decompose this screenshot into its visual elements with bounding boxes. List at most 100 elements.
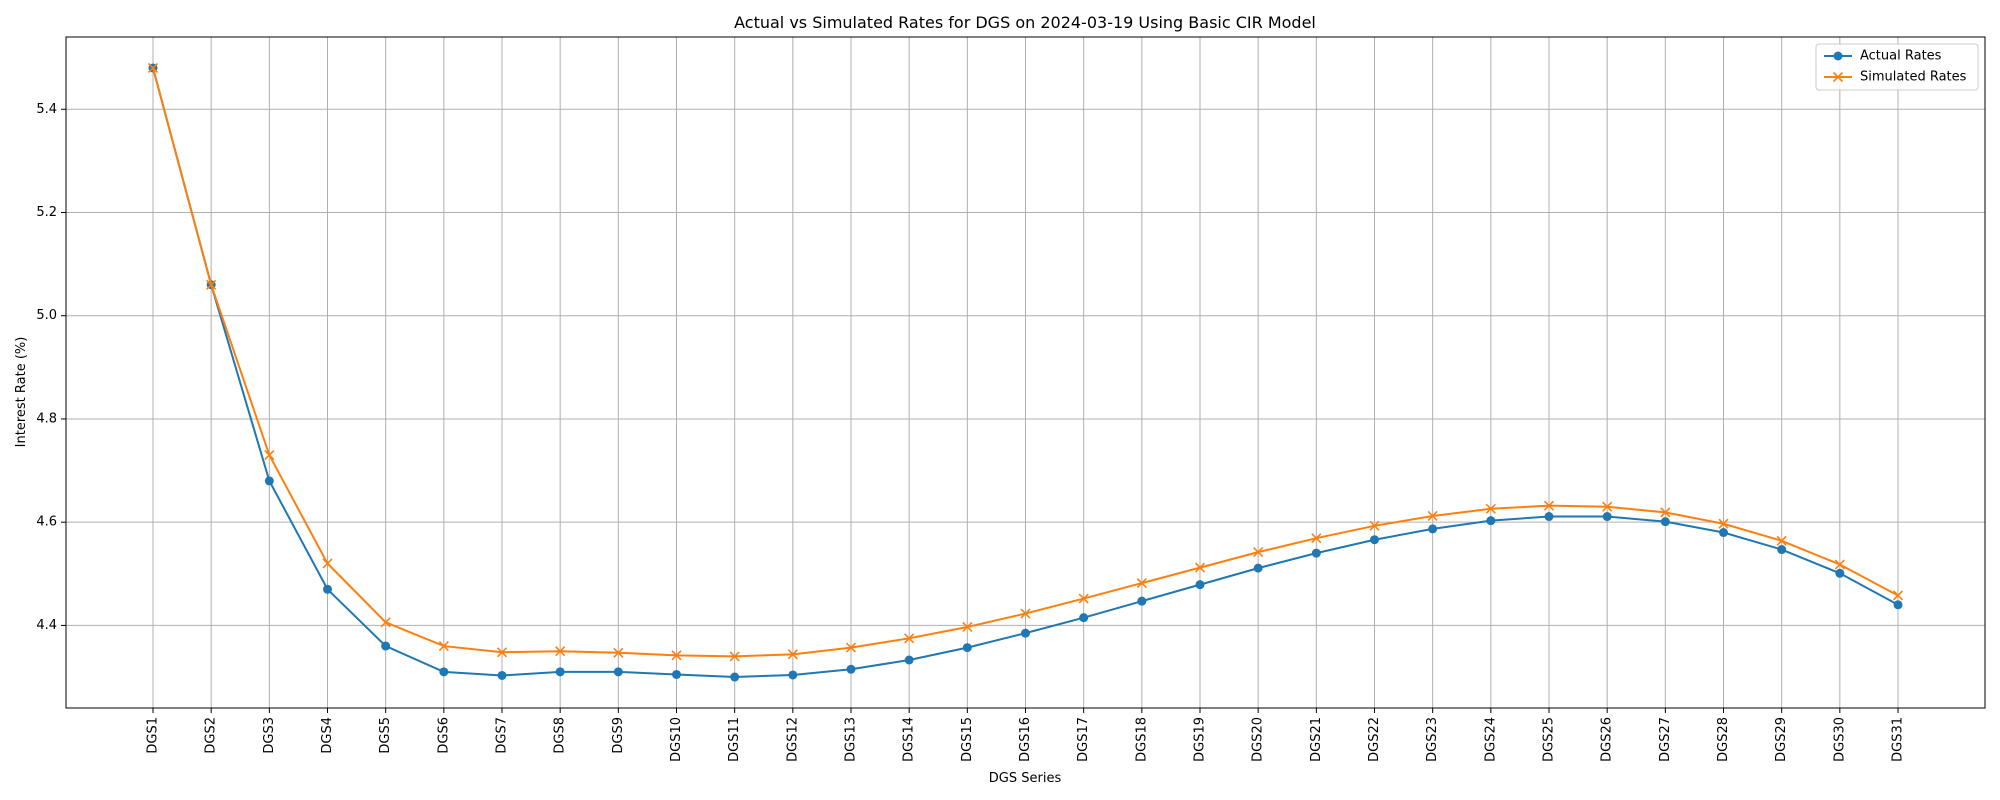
data-point [496,647,508,658]
series-layer [147,62,1904,682]
x-tick-label: DGS26 [1600,717,1615,762]
data-point [846,664,856,674]
data-point [381,641,391,651]
data-point [788,670,798,680]
data-point [1428,524,1438,534]
data-point [1777,545,1787,555]
data-point [787,649,798,660]
x-tick-label: DGS10 [669,717,684,762]
data-point [1892,590,1904,601]
data-point [1485,503,1496,514]
x-tick-label: DGS1 [146,717,161,754]
x-tick-label: DGS2 [204,717,219,754]
x-tick-label: DGS23 [1425,717,1440,762]
data-point [1660,517,1670,527]
data-point [904,655,914,665]
x-tick-label: DGS22 [1367,717,1382,762]
x-tick-label: DGS19 [1193,717,1208,762]
data-point [438,640,449,652]
x-tick-label: DGS13 [844,717,859,762]
data-point [1079,613,1089,623]
x-tick-label: DGS18 [1134,717,1149,762]
data-point [962,621,973,633]
x-tick-label: DGS28 [1716,717,1731,762]
data-point [555,667,565,677]
legend: Actual Rates Simulated Rates [1815,43,1979,91]
data-point [147,62,159,74]
series-2 [147,62,1904,662]
data-point [1253,563,1263,573]
data-point [613,667,623,677]
x-tick-label: DGS24 [1483,717,1498,762]
x-tick-label: DGS25 [1542,717,1557,762]
data-point [1311,533,1322,544]
data-point [1835,568,1845,578]
x-tick-label: DGS21 [1309,717,1324,762]
data-point [1020,608,1031,619]
legend-item: Actual Rates [1824,49,1942,64]
y-axis-ticks: 4.4 4.6 4.8 5.0 5.2 5.4 [36,102,66,633]
data-point [1602,512,1612,522]
x-tick-label: DGS15 [960,717,975,762]
y-tick-label: 5.2 [36,205,57,220]
data-point [1021,628,1030,638]
data-point [672,669,681,679]
data-point [555,646,566,657]
y-axis-label: Interest Rate (%) [14,337,29,448]
data-point [323,584,332,594]
x-tick-label: DGS8 [553,717,568,754]
data-point [1602,501,1613,512]
data-point [1078,593,1089,604]
x-tick-label: DGS14 [902,717,917,762]
x-tick-label: DGS16 [1018,717,1033,762]
legend-marker [1832,71,1844,83]
y-tick-label: 5.0 [36,308,57,323]
data-point [1893,600,1903,610]
data-point [497,670,507,680]
legend-label: Simulated Rates [1860,70,1967,85]
x-tick-label: DGS31 [1891,717,1906,762]
data-point [730,672,740,682]
data-point [671,650,682,661]
legend-marker [1833,51,1843,61]
grid-lines [66,37,1985,708]
x-tick-label: DGS6 [436,717,451,754]
chart-title: Actual vs Simulated Rates for DGS on 202… [734,13,1316,32]
data-point [1718,518,1729,529]
x-tick-label: DGS20 [1251,717,1266,762]
x-tick-label: DGS17 [1076,717,1091,762]
y-tick-label: 4.4 [36,618,57,633]
data-point [1834,559,1845,570]
data-point [1136,578,1147,589]
x-tick-label: DGS11 [727,717,742,762]
data-point [729,651,740,662]
data-point [264,476,274,486]
x-tick-label: DGS7 [495,717,510,754]
data-point [613,647,624,658]
x-tick-label: DGS12 [785,717,800,762]
data-point [439,667,449,677]
data-point [904,633,915,644]
data-point [1194,562,1206,573]
data-point [1370,535,1379,545]
x-tick-label: DGS30 [1832,717,1847,762]
data-point [1544,512,1554,522]
x-tick-label: DGS29 [1774,717,1789,762]
data-point [380,617,391,628]
data-point [1253,547,1264,558]
data-point [1776,535,1787,546]
data-point [1660,507,1671,518]
x-tick-label: DGS4 [320,717,335,754]
data-point [1369,520,1380,531]
data-point [845,642,857,653]
data-point [1427,510,1438,522]
x-tick-label: DGS3 [262,717,277,754]
y-tick-label: 5.4 [36,102,57,117]
x-axis-label: DGS Series [989,771,1062,786]
data-point [322,558,333,569]
legend-item: Simulated Rates [1824,70,1967,85]
y-tick-label: 4.6 [36,515,57,530]
y-tick-label: 4.8 [36,411,57,426]
